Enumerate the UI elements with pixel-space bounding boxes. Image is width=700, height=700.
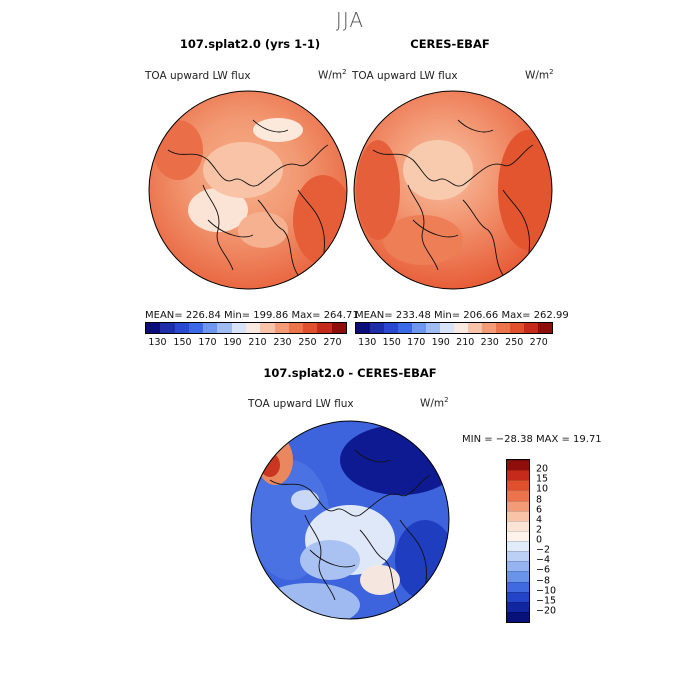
colorbar-swatch [538,323,552,333]
panel1-colorbar [145,322,347,334]
colorbar-swatch [317,323,332,333]
panel2-colorbar [355,322,553,334]
panel2-units: W/m2 [525,68,554,82]
colorbar-tick-label: −6 [536,564,551,576]
colorbar-swatch [507,500,529,511]
colorbar-swatch [507,510,529,521]
colorbar-tick-label: −10 [536,585,557,597]
colorbar-tick-label: 190 [431,337,450,348]
panel1-units: W/m2 [318,68,347,82]
colorbar-swatch [370,323,384,333]
colorbar-tick-label: 270 [323,337,342,348]
colorbar-swatch [288,323,304,333]
colorbar-tick-label: 210 [248,337,267,348]
colorbar-swatch [510,323,524,333]
panel3-colorbar-labels: 20 15 10 8 6 4 2 0 −2 −4 −6 −8 −10 −15 −20 [536,459,576,621]
panel2-title: CERES-EBAF [410,37,490,51]
colorbar-tick-label: 10 [536,483,549,495]
colorbar-tick-label: 150 [173,337,192,348]
colorbar-swatch [507,561,529,572]
colorbar-swatch [245,323,261,333]
colorbar-tick-label: 2 [536,524,543,536]
panel3-units: W/m2 [420,396,449,410]
colorbar-swatch [188,323,204,333]
colorbar-swatch [260,323,275,333]
colorbar-tick-label: 130 [148,337,167,348]
colorbar-tick-label: 250 [505,337,524,348]
colorbar-tick-label: 170 [198,337,217,348]
colorbar-tick-label: 6 [536,504,543,516]
colorbar-swatch [507,520,529,531]
panel2-colorbar-labels: 130 150 170 190 210 230 250 270 [355,337,551,349]
colorbar-swatch [331,323,346,333]
panel1-variable: TOA upward LW flux [145,70,251,82]
colorbar-swatch [468,323,482,333]
colorbar-swatch [507,490,529,501]
panel3-title: 107.splat2.0 - CERES-EBAF [263,366,437,380]
colorbar-tick-label: 230 [273,337,292,348]
colorbar-tick-label: 0 [536,534,543,546]
colorbar-tick-label: 15 [536,473,549,485]
colorbar-swatch [507,611,529,622]
colorbar-tick-label: −4 [536,554,551,566]
colorbar-swatch [507,581,529,592]
colorbar-swatch [496,323,510,333]
panel1-colorbar-labels: 130 150 170 190 210 230 250 270 [145,337,345,349]
colorbar-swatch [303,323,318,333]
colorbar-swatch [507,470,529,481]
colorbar-swatch [398,323,412,333]
panel3-polar-map [250,420,450,620]
colorbar-swatch [274,323,289,333]
colorbar-tick-label: 20 [536,463,549,475]
colorbar-swatch [231,323,246,333]
colorbar-swatch [426,323,440,333]
colorbar-tick-label: −8 [536,575,551,586]
colorbar-tick-label: 250 [298,337,317,348]
panel1-stats: MEAN= 226.84 Min= 199.86 Max= 264.71 [145,310,359,321]
colorbar-swatch [160,323,175,333]
panel3-variable: TOA upward LW flux [248,398,354,410]
colorbar-swatch [356,323,370,333]
figure-title: JJA [335,8,365,32]
colorbar-swatch [507,541,529,552]
colorbar-tick-label: 8 [536,494,543,505]
panel1-polar-map [148,90,348,290]
panel3-colorbar [506,459,530,623]
colorbar-tick-label: 210 [456,337,475,348]
colorbar-tick-label: 130 [358,337,377,348]
colorbar-swatch [507,601,529,612]
panel1-title: 107.splat2.0 (yrs 1-1) [179,37,321,51]
colorbar-swatch [507,480,529,491]
colorbar-swatch [203,323,218,333]
colorbar-tick-label: −2 [536,544,551,556]
colorbar-swatch [507,591,529,602]
colorbar-tick-label: 270 [529,337,548,348]
colorbar-tick-label: −15 [536,595,557,607]
colorbar-swatch [440,323,454,333]
colorbar-swatch [146,323,161,333]
colorbar-swatch [507,530,529,541]
colorbar-tick-label: 230 [480,337,499,348]
colorbar-tick-label: 170 [407,337,426,348]
colorbar-swatch [507,551,529,562]
colorbar-swatch [524,323,538,333]
colorbar-tick-label: 150 [382,337,401,348]
colorbar-swatch [217,323,232,333]
colorbar-swatch [384,323,398,333]
panel3-stats: MIN = −28.38 MAX = 19.71 [462,434,602,445]
colorbar-swatch [412,323,426,333]
colorbar-swatch [482,323,496,333]
colorbar-swatch [454,323,468,333]
colorbar-swatch [507,460,529,471]
panel2-variable: TOA upward LW flux [352,70,458,82]
colorbar-swatch [507,571,529,582]
panel2-polar-map [353,90,553,290]
colorbar-swatch [174,323,189,333]
panel2-stats: MEAN= 233.48 Min= 206.66 Max= 262.99 [355,310,569,321]
colorbar-tick-label: −20 [536,605,557,617]
colorbar-tick-label: 4 [536,514,543,526]
colorbar-tick-label: 190 [223,337,242,348]
